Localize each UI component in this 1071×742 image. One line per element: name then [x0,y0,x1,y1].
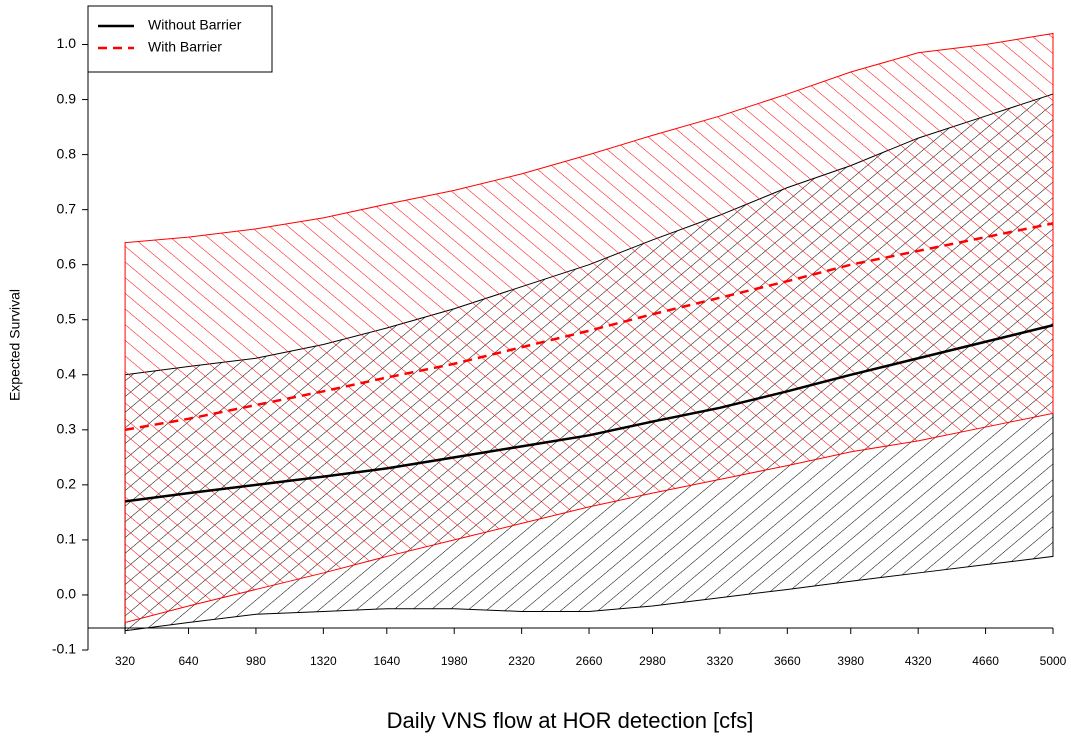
x-tick-label: 2660 [576,654,603,668]
y-tick-label: -0.1 [52,641,76,657]
y-tick-label: 0.1 [57,531,77,547]
x-tick-label: 2980 [639,654,666,668]
confidence-band [124,32,1054,624]
y-tick-label: 0.7 [57,200,77,216]
line [124,222,1054,432]
y-tick-label: 0.6 [57,255,77,271]
y-tick-label: 1.0 [57,35,77,51]
y-tick-label: 0.3 [57,421,77,437]
x-tick-label: 1640 [373,654,400,668]
x-tick-label: 1320 [310,654,337,668]
x-tick-label: 3320 [707,654,734,668]
x-tick-label: 4660 [972,654,999,668]
y-tick-label: 0.8 [57,145,77,161]
x-tick-label: 3660 [774,654,801,668]
x-tick-label: 5000 [1040,654,1067,668]
y-tick-label: 0.4 [57,365,77,381]
legend-box [87,5,273,73]
x-axis-label: Daily VNS flow at HOR detection [cfs] [387,708,754,733]
x-tick-label: 640 [179,654,199,668]
legend-label: With Barrier [148,39,222,55]
y-tick-label: 0.0 [57,586,77,602]
x-tick-label: 980 [246,654,266,668]
x-tick-label: 3980 [837,654,864,668]
y-tick-label: 0.9 [57,90,77,106]
x-tick-label: 1980 [441,654,468,668]
y-axis-label: Expected Survival [7,289,23,401]
line [124,324,1054,503]
y-tick-label: 0.2 [57,476,77,492]
x-tick-label: 2320 [508,654,535,668]
y-tick-label: 0.5 [57,310,77,326]
x-tick-label: 320 [115,654,135,668]
x-tick-label: 4320 [905,654,932,668]
legend-label: Without Barrier [148,17,242,33]
